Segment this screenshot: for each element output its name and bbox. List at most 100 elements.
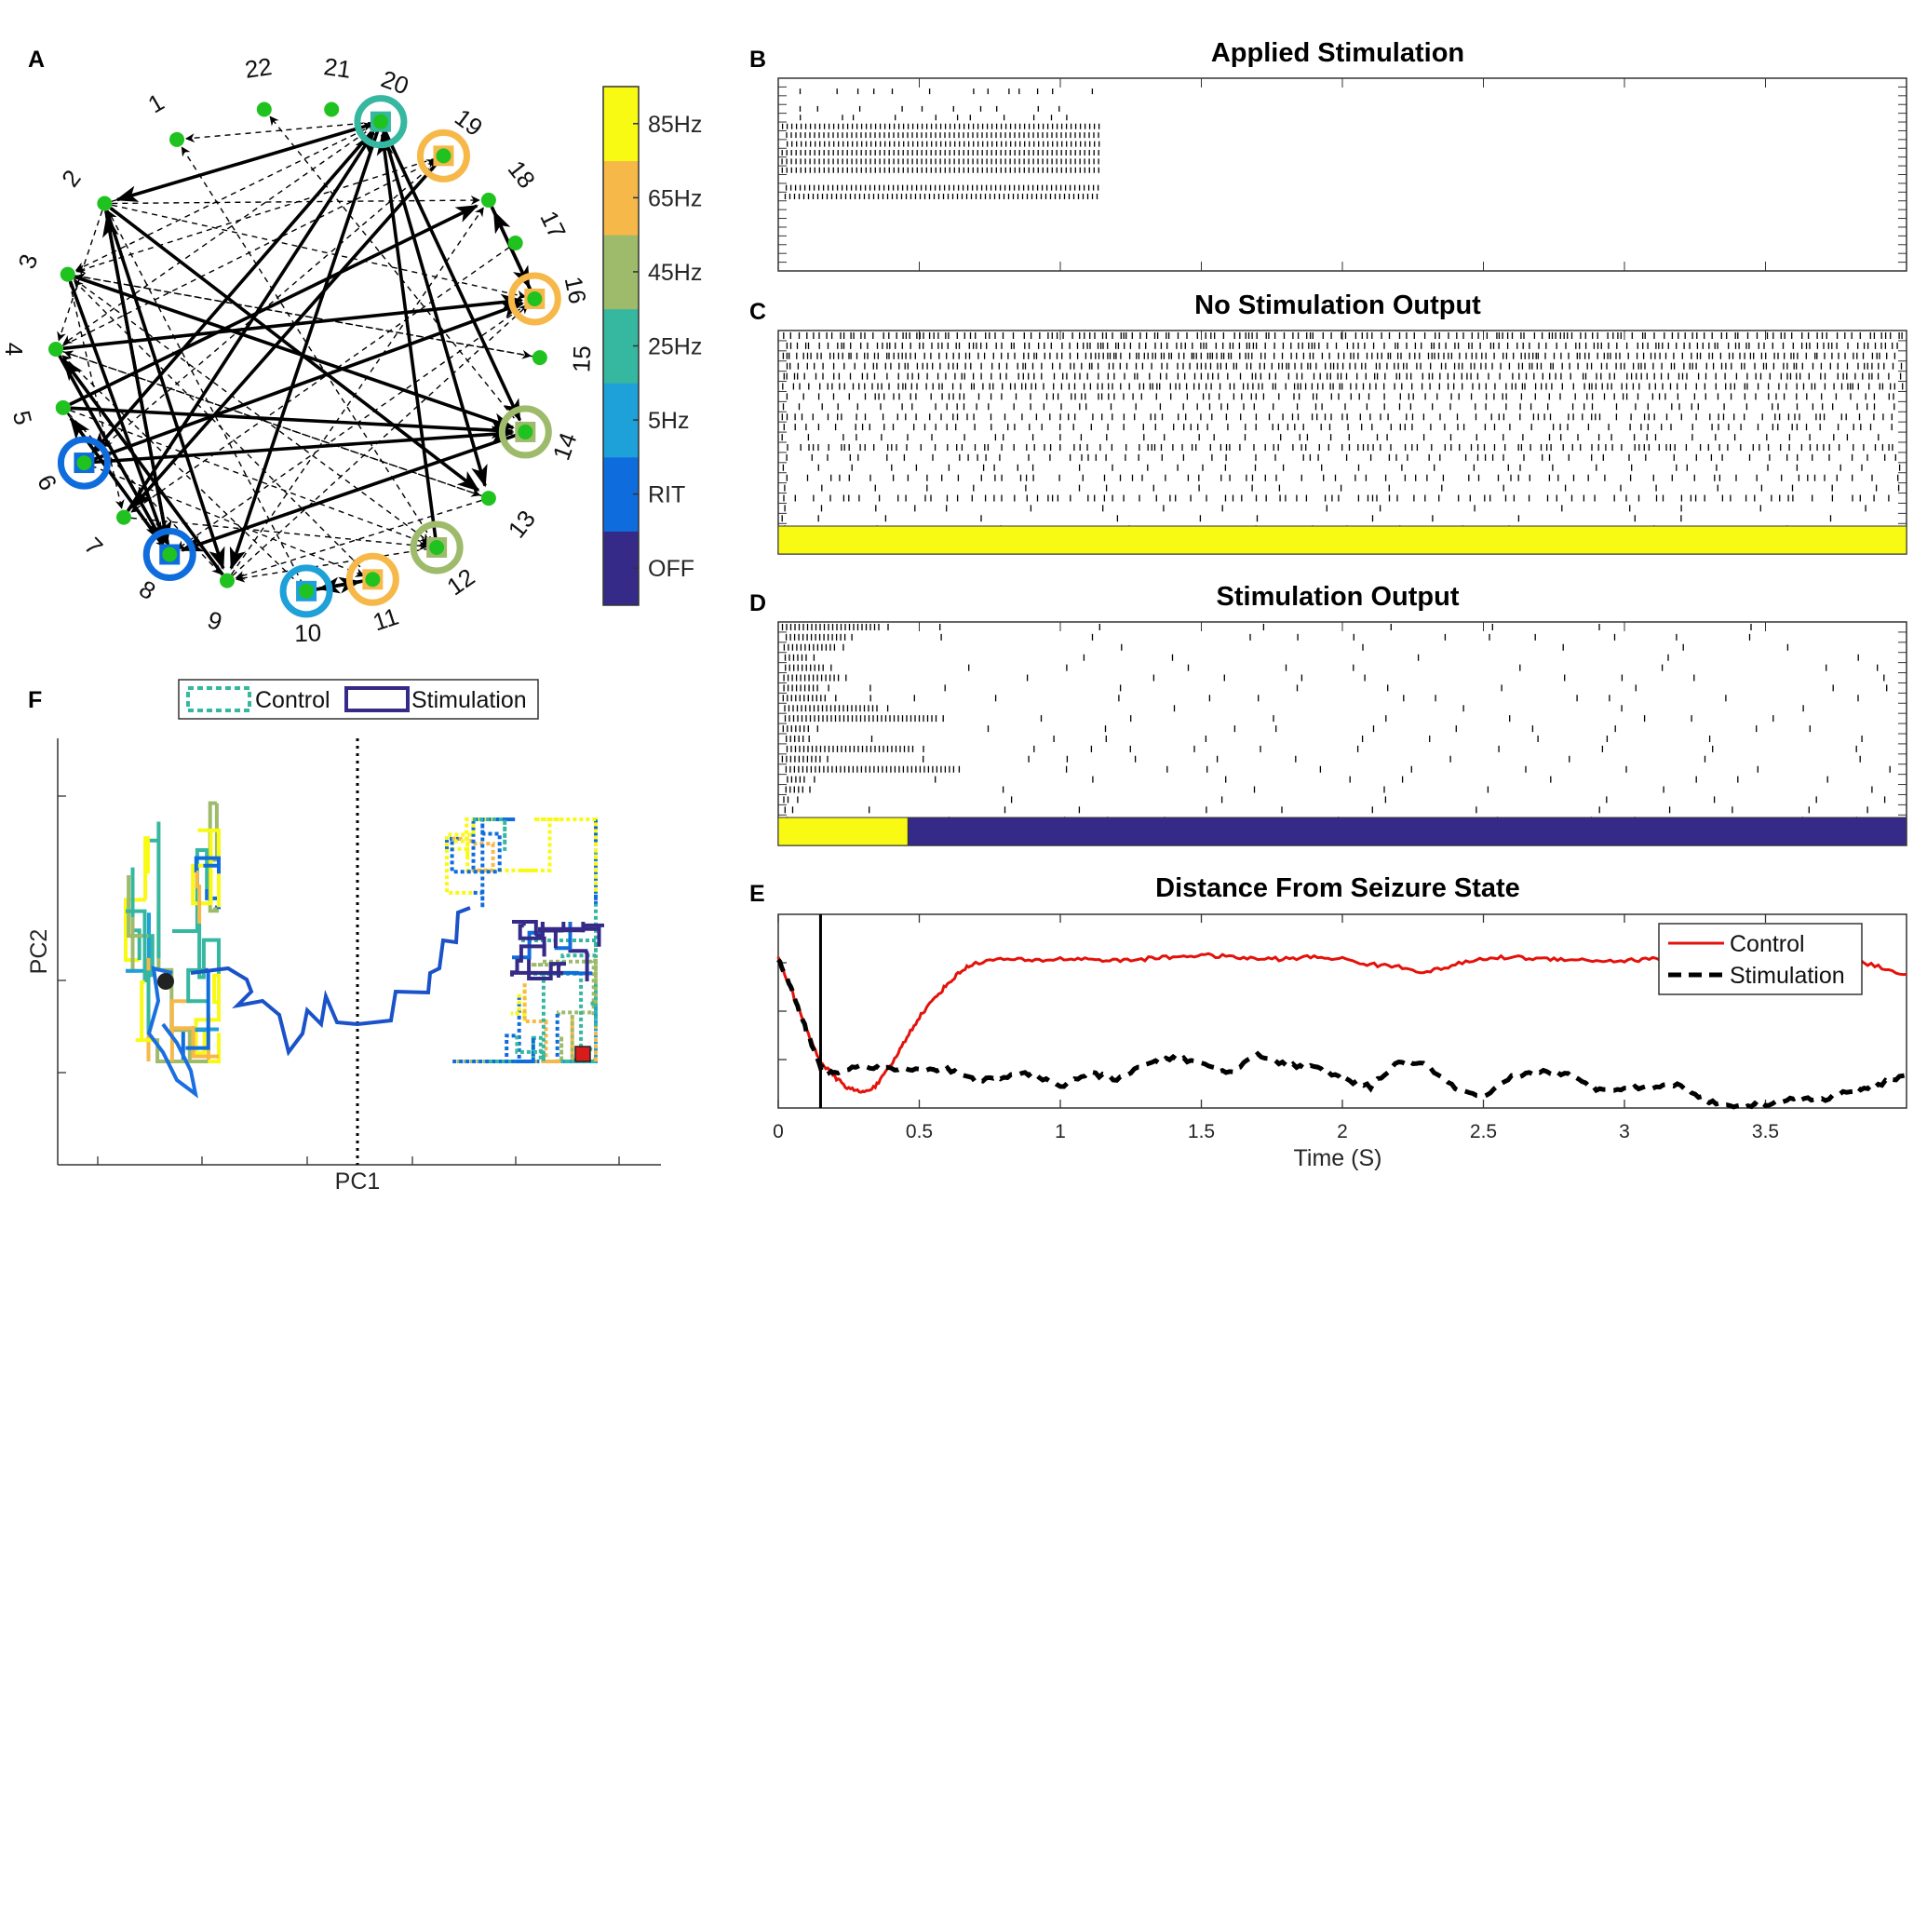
- weak-edge: [184, 121, 374, 143]
- raster-frame: [777, 77, 1907, 272]
- weak-edge: [74, 124, 375, 271]
- spike-train: [786, 474, 1899, 481]
- weak-edge: [232, 304, 529, 576]
- spike-train: [783, 332, 1903, 339]
- strong-edge: [74, 275, 515, 430]
- weak-edge: [57, 209, 103, 342]
- stimulation-trajectory: [126, 909, 147, 982]
- trajectory-legend: Control Stimulation: [178, 679, 539, 720]
- e-xtick-label: 0: [773, 1121, 784, 1142]
- state-bar: [777, 525, 1907, 555]
- node-8: [162, 547, 178, 562]
- spike-train: [783, 372, 1902, 380]
- spike-train: [786, 132, 1099, 139]
- control-trajectory: [451, 817, 495, 844]
- spike-train: [781, 624, 880, 630]
- panel-label-f: F: [28, 687, 42, 713]
- spike-train: [782, 695, 826, 702]
- weak-edge: [74, 280, 369, 575]
- stimulation-trajectory: [169, 999, 194, 1061]
- stimulation-trajectory: [510, 970, 564, 977]
- raster-stimulation-output: [777, 621, 1907, 846]
- stim-ring-11: [345, 552, 399, 606]
- colorbar-label: 85Hz: [648, 112, 702, 138]
- stimulation-trajectory: [197, 828, 221, 908]
- spike-train: [797, 796, 1886, 804]
- weak-edge: [90, 465, 365, 577]
- node-10: [299, 583, 315, 599]
- node-label: 2: [56, 165, 87, 193]
- control-trajectory: [531, 959, 598, 1004]
- strong-edge: [381, 128, 488, 488]
- panel-label-d: D: [749, 590, 766, 616]
- stimulation-trajectory: [147, 821, 161, 959]
- stimulation-trajectory: [568, 932, 589, 954]
- stimulation-trajectory: [519, 920, 545, 938]
- spike-train: [784, 484, 1900, 492]
- spike-train: [814, 776, 1828, 783]
- legend-box: [1658, 923, 1863, 995]
- colorbar-label: RIT: [648, 482, 685, 508]
- panel-e-title: Distance From Seizure State: [1155, 873, 1520, 903]
- node-label: 7: [79, 532, 109, 561]
- strong-edge: [126, 130, 375, 512]
- node-label: 5: [7, 408, 38, 427]
- stimulation-trajectory: [515, 944, 546, 973]
- spike-train: [813, 654, 1859, 661]
- raster-applied-stimulation: [777, 77, 1907, 272]
- spike-train: [842, 643, 1789, 651]
- weak-edge: [108, 210, 304, 586]
- node-11: [365, 572, 381, 588]
- spike-train: [787, 444, 1893, 451]
- f-xlabel: PC1: [335, 1169, 381, 1195]
- node-label: 14: [547, 429, 583, 464]
- stim-ring-12: [410, 520, 464, 574]
- node-label: 13: [503, 505, 541, 543]
- stim-ring-10: [279, 564, 333, 618]
- stim-ring-20: [354, 95, 408, 149]
- colorbar-segment: [603, 87, 639, 162]
- spike-train: [809, 786, 1873, 793]
- spike-train: [786, 736, 804, 742]
- node-label: 10: [294, 618, 322, 647]
- spike-train: [781, 150, 1099, 155]
- trajectory-start-marker: [157, 973, 174, 990]
- spike-train: [958, 765, 1891, 773]
- stimulation-trajectory: [135, 980, 155, 1043]
- state-bar: [777, 817, 909, 846]
- spike-train: [781, 413, 1893, 421]
- stimulation-trajectory: [585, 952, 589, 981]
- spike-train: [785, 765, 955, 773]
- stim-ring-8: [142, 527, 196, 581]
- spike-train: [782, 383, 1904, 390]
- node-9: [219, 573, 235, 588]
- e-xtick-label: 3: [1619, 1121, 1630, 1142]
- stimulation-trajectory: [538, 926, 600, 933]
- strong-edge: [109, 206, 480, 492]
- stimulation-trajectory: [212, 973, 221, 1019]
- weak-edge: [235, 547, 430, 583]
- node-20: [372, 114, 388, 129]
- spike-train: [784, 715, 937, 723]
- e-xtick-label: 2.5: [1470, 1121, 1497, 1142]
- control-trajectory: [515, 973, 546, 1061]
- node-18: [480, 192, 496, 208]
- colorbar-segment: [603, 383, 639, 458]
- spike-train: [800, 115, 1068, 121]
- strong-edge: [102, 214, 170, 547]
- control-trajectory: [451, 836, 495, 872]
- node-label: 6: [32, 470, 62, 495]
- node-label: 22: [243, 52, 274, 84]
- panel-label-c: C: [749, 299, 766, 325]
- colorbar-segment: [603, 308, 639, 384]
- spike-train: [781, 167, 1099, 173]
- node-17: [507, 236, 523, 251]
- e-xtick-label: 3.5: [1752, 1121, 1779, 1142]
- weak-edge: [68, 281, 125, 509]
- weak-edge: [75, 273, 533, 358]
- colorbar-segment: [603, 160, 639, 236]
- legend-stimulation-label: Stimulation: [1730, 963, 1845, 989]
- node-label: 17: [534, 207, 572, 243]
- spike-train: [845, 674, 1885, 682]
